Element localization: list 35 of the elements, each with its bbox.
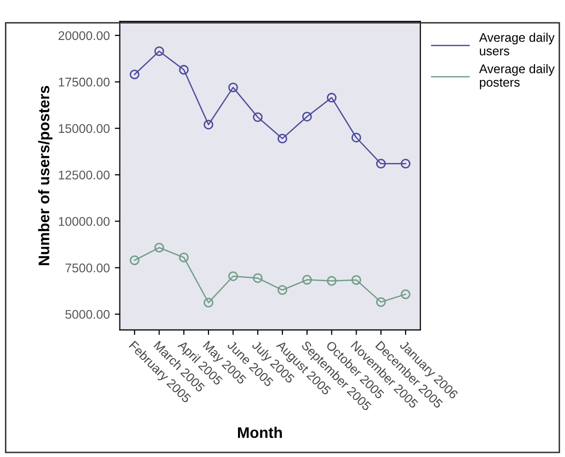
point (204, 298, 214, 308)
point (351, 132, 362, 142)
y-tick-label: 12500.00 (58, 170, 110, 180)
point (154, 46, 164, 56)
point (326, 92, 337, 103)
y-tick-label: 7500.00 (66, 264, 110, 272)
point (252, 112, 263, 122)
point (351, 275, 362, 285)
point (130, 70, 140, 80)
y-tick-label: 20000.00 (58, 31, 110, 40)
point (204, 120, 214, 130)
y-axis-title: Number of users/posters (38, 86, 52, 266)
point (178, 64, 189, 75)
y-tick-label: 10000.00 (58, 217, 110, 226)
point (302, 274, 312, 285)
point (154, 242, 164, 252)
point (400, 158, 410, 168)
point (302, 112, 312, 122)
point (278, 285, 288, 295)
point (228, 82, 238, 92)
point (278, 134, 288, 144)
point (400, 289, 410, 300)
y-tick-label: 5000.00 (65, 310, 110, 319)
legend-label: Average daily users (479, 32, 555, 56)
y-tick-label: 17500.00 (58, 78, 110, 87)
x-axis-title: Month (238, 426, 282, 438)
point (130, 255, 140, 266)
legend-label: Average daily posters (479, 64, 555, 90)
point (376, 297, 386, 307)
point (326, 276, 337, 286)
point (376, 158, 386, 168)
point (228, 271, 238, 282)
y-tick-label: 15000.00 (58, 124, 110, 133)
point (178, 252, 189, 262)
point (252, 273, 263, 283)
